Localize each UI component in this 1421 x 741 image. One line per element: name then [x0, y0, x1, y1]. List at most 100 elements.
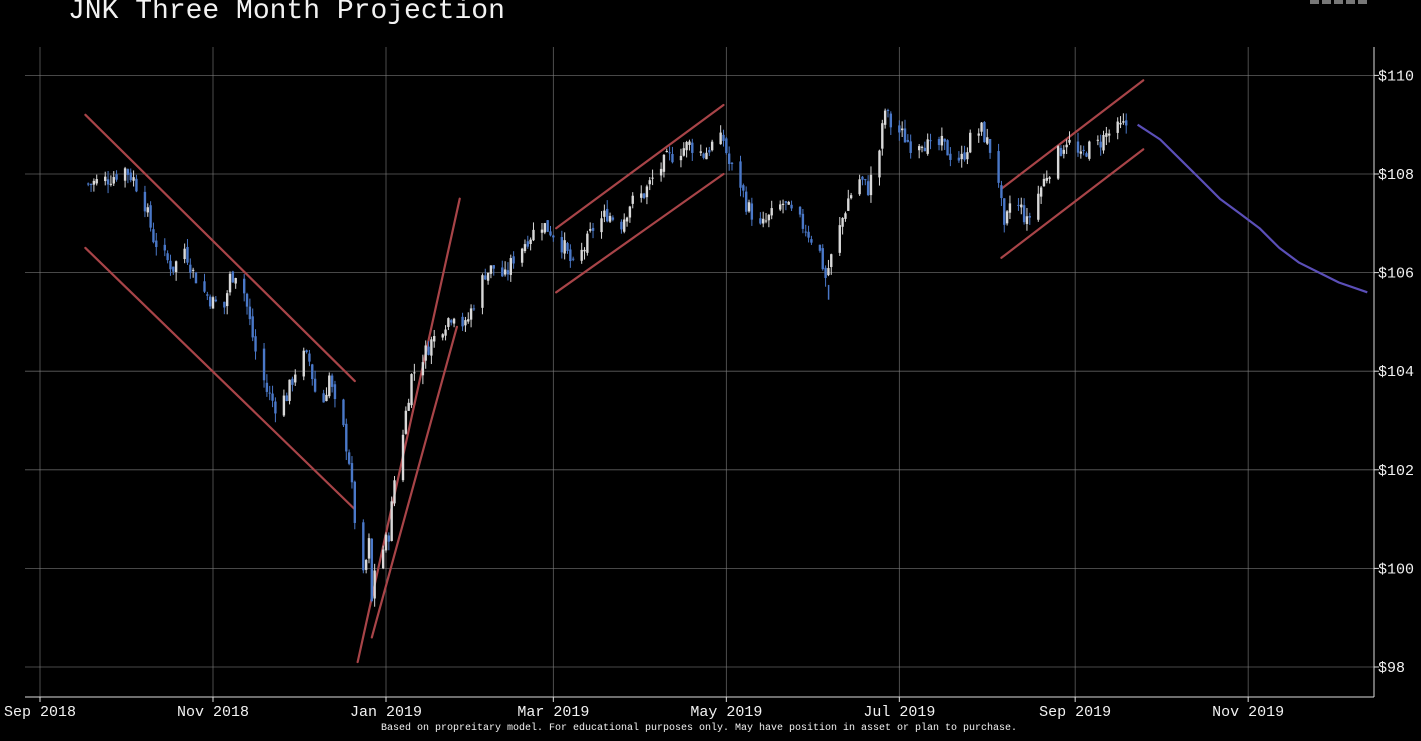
candle-body	[739, 161, 742, 188]
y-tick-label: $108	[1378, 167, 1414, 184]
candle-body	[903, 128, 907, 143]
candle-body	[659, 168, 663, 176]
candle-body	[804, 231, 807, 233]
candle-body	[350, 463, 354, 483]
candle-body	[129, 172, 132, 181]
candle-body	[353, 481, 357, 523]
candle-body	[234, 278, 237, 284]
candle-body	[722, 134, 725, 141]
candle-body	[302, 350, 305, 377]
candle-body	[764, 220, 768, 222]
candle-body	[1125, 120, 1128, 126]
candle-body	[313, 378, 317, 392]
trendline	[555, 103, 725, 230]
save-icon[interactable]	[1358, 0, 1367, 4]
settings-icon[interactable]	[1346, 0, 1355, 4]
candle-body	[651, 177, 654, 179]
candle-body	[143, 191, 147, 212]
y-tick-label: $100	[1378, 561, 1414, 578]
candle-body	[719, 132, 722, 145]
candle-body	[759, 218, 762, 224]
projection-line	[1136, 123, 1368, 294]
candle-body	[384, 534, 388, 551]
y-tick-label: $98	[1378, 660, 1405, 677]
candle-body	[1076, 141, 1080, 153]
candle-body	[668, 152, 671, 154]
candle-body	[231, 271, 235, 283]
pan-icon[interactable]	[1322, 0, 1331, 4]
candle-body	[433, 336, 436, 342]
chart-toolbar[interactable]	[1310, 0, 1421, 5]
candle-body	[469, 308, 473, 320]
candle-body	[767, 214, 771, 221]
candle-body	[858, 179, 861, 195]
candle-body	[132, 177, 135, 181]
candle-body	[1017, 204, 1020, 206]
candle-body	[115, 174, 118, 180]
candle-body	[730, 162, 734, 164]
zoom-icon[interactable]	[1310, 0, 1319, 4]
candle-body	[699, 151, 703, 153]
candle-body	[801, 213, 805, 229]
candle-body	[501, 267, 504, 277]
candle-body	[702, 153, 705, 158]
disclaimer-footer: Based on propreitary model. For educatio…	[380, 723, 1018, 734]
candle-body	[818, 244, 822, 251]
candle-body	[347, 452, 351, 464]
candle-body	[1056, 146, 1060, 179]
x-tick-label: Mar 2019	[517, 704, 589, 721]
candle-body	[838, 225, 841, 253]
candle-body	[807, 231, 810, 238]
candle-body	[123, 168, 127, 181]
candle-body	[620, 221, 623, 230]
candle-body	[393, 480, 396, 504]
candle-body	[503, 269, 507, 275]
candle-body	[282, 395, 286, 416]
candle-body	[1005, 211, 1009, 224]
candle-body	[710, 141, 714, 151]
candle-body	[640, 193, 643, 198]
candle-body	[943, 138, 946, 142]
home-icon[interactable]	[1334, 0, 1343, 4]
candle-body	[208, 296, 212, 307]
candle-body	[977, 133, 980, 136]
candle-body	[452, 318, 456, 324]
candle-body	[330, 375, 334, 387]
candle-body	[325, 394, 328, 402]
candle-body	[937, 139, 941, 146]
candle-body	[95, 179, 98, 184]
candle-body	[705, 152, 708, 160]
candle-body	[265, 382, 269, 392]
candle-body	[665, 150, 668, 153]
candle-body	[986, 137, 989, 144]
candle-body	[889, 113, 893, 128]
candle-body	[926, 139, 929, 154]
plot-area	[25, 47, 1374, 697]
trendline	[84, 246, 356, 511]
x-tick-label: May 2019	[690, 704, 762, 721]
candle-body	[410, 374, 413, 406]
candle-body	[708, 150, 711, 153]
candle-body	[294, 374, 297, 383]
candle-body	[1102, 134, 1105, 151]
candle-body	[370, 538, 374, 602]
candle-body	[642, 193, 646, 199]
candle-body	[1065, 144, 1068, 148]
candle-body	[980, 122, 983, 132]
candle-body	[146, 207, 149, 213]
candle-body	[166, 253, 169, 261]
candle-body	[214, 299, 218, 302]
candle-body	[580, 249, 583, 261]
candle-body	[109, 183, 113, 185]
candle-body	[421, 362, 425, 376]
candle-body	[390, 501, 393, 541]
candle-body	[149, 205, 152, 228]
candle-body	[342, 399, 345, 426]
candle-body	[223, 301, 226, 308]
candle-body	[929, 140, 932, 142]
candle-body	[688, 141, 691, 145]
candle-body	[779, 204, 782, 210]
candle-body	[1000, 185, 1003, 199]
candle-body	[682, 148, 685, 156]
